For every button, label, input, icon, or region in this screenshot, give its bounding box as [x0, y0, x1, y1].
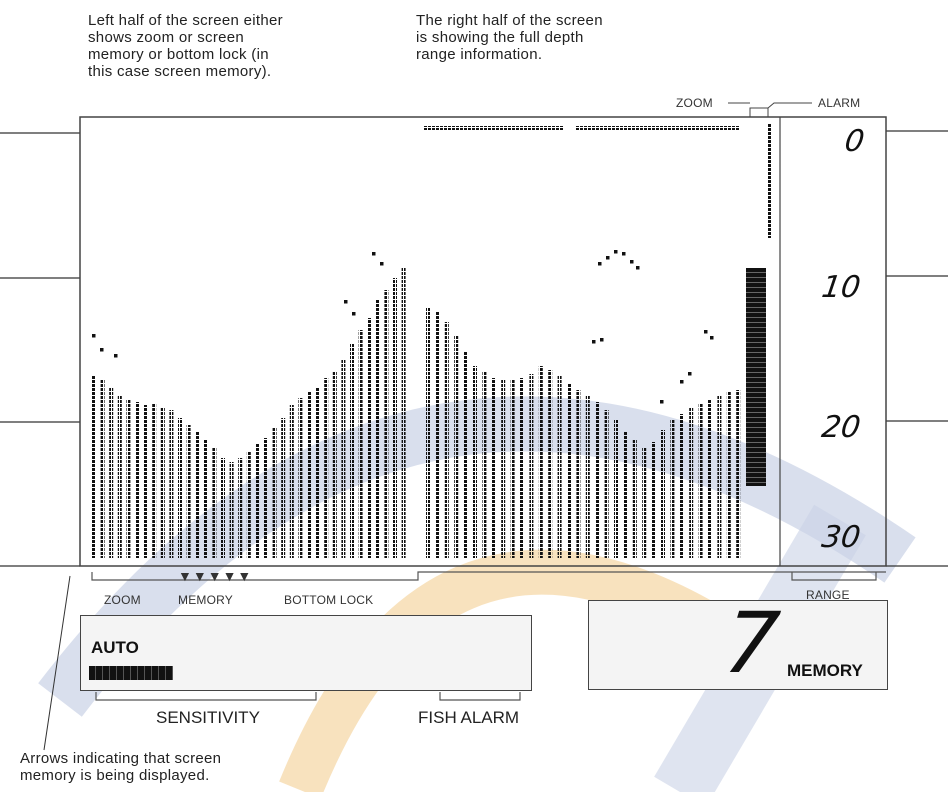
- fish-echoes: [92, 250, 714, 404]
- arrows-leader: [43, 575, 71, 751]
- alarm-bar: [746, 124, 771, 486]
- memory-digit: 7: [719, 594, 784, 692]
- sensitivity-bar: [89, 666, 173, 680]
- fish-alarm-label: FISH ALARM: [418, 708, 520, 727]
- zoom-top-label: ZOOM: [676, 96, 713, 110]
- mode-memory-arrows: ▼▼▼▼▼: [178, 568, 253, 584]
- right-half-annotation: The right half of the screen is showing …: [416, 12, 603, 63]
- mode-bottom-lock-label: BOTTOM LOCK: [284, 593, 374, 607]
- left-half-annotation: Left half of the screen either shows zoo…: [88, 12, 283, 80]
- mode-memory-label: MEMORY: [178, 593, 233, 607]
- arrows-annotation: Arrows indicating that screen memory is …: [20, 750, 222, 784]
- sensitivity-panel: AUTO: [80, 615, 532, 691]
- range-label: RANGE: [806, 588, 850, 602]
- sensitivity-mode: AUTO: [91, 638, 139, 657]
- right-half-echo: [426, 308, 741, 558]
- mode-zoom-label: ZOOM: [104, 593, 141, 607]
- screen-frame: [79, 116, 887, 567]
- sensitivity-label: SENSITIVITY: [156, 708, 260, 727]
- scale-lines: [0, 130, 948, 567]
- alarm-top-label: ALARM: [818, 96, 861, 110]
- memory-panel: 7 MEMORY: [588, 594, 888, 692]
- left-half-echo: [92, 268, 406, 558]
- memory-label: MEMORY: [787, 661, 863, 680]
- surface-line: [424, 126, 740, 130]
